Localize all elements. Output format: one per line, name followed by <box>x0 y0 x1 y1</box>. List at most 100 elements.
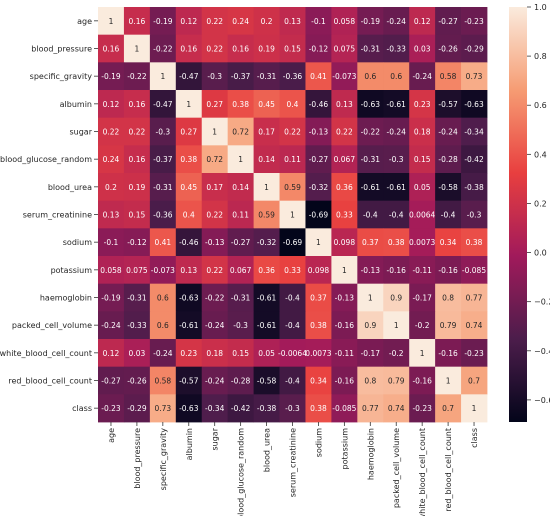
cell-value-label: -0.11 <box>412 266 432 275</box>
heatmap-cell <box>305 173 332 202</box>
heatmap-cell <box>227 173 254 202</box>
heatmap-cell <box>435 145 462 174</box>
heatmap-cell <box>435 366 462 395</box>
cell-value-label: 0.15 <box>232 349 249 358</box>
heatmap-cell <box>357 339 384 368</box>
cell-value-label: 0.79 <box>388 377 405 386</box>
cell-value-label: -0.24 <box>412 72 432 81</box>
cell-value-label: 1 <box>316 238 321 247</box>
heatmap-cell <box>227 283 254 312</box>
heatmap-cell <box>123 90 151 119</box>
heatmap-cell <box>253 256 280 285</box>
y-tick-label: white_blood_cell_count <box>0 349 92 358</box>
heatmap-cell <box>435 339 462 368</box>
cell-value-label: 0.22 <box>129 128 146 137</box>
heatmap-cell <box>253 228 280 257</box>
heatmap-cell <box>357 228 384 257</box>
cell-value-label: 0.37 <box>310 294 327 303</box>
heatmap-cell <box>383 90 410 119</box>
colorbar-gradient <box>509 7 527 422</box>
heatmap-cell <box>383 200 410 229</box>
heatmap-cell <box>331 145 358 174</box>
cell-value-label: -0.19 <box>101 294 121 303</box>
cell-value-label: -0.23 <box>464 349 484 358</box>
heatmap-cell <box>253 173 280 202</box>
cell-value-label: 0.23 <box>180 349 197 358</box>
cell-value-label: -0.38 <box>257 404 277 413</box>
heatmap-cell <box>461 228 488 257</box>
cell-value-label: 1 <box>238 155 243 164</box>
heatmap-cell <box>357 145 384 174</box>
heatmap-cell <box>253 90 280 119</box>
y-tick-label: class <box>72 404 92 413</box>
heatmap-cell <box>227 228 254 257</box>
cell-value-label: -0.63 <box>179 404 199 413</box>
heatmap-cell <box>149 90 177 119</box>
cell-value-label: -0.29 <box>127 404 147 413</box>
cell-value-label: -0.4 <box>389 211 404 220</box>
cell-value-label: -0.13 <box>309 128 329 137</box>
cell-value-label: 0.098 <box>308 266 330 275</box>
cell-value-label: 0.19 <box>129 183 146 192</box>
heatmap-cell <box>253 339 280 368</box>
cell-value-label: 0.27 <box>206 100 223 109</box>
heatmap-cell <box>149 145 177 174</box>
heatmap-cell <box>409 339 436 368</box>
x-tick-label: serum_creatinine <box>289 428 298 497</box>
cell-value-label: -0.3 <box>207 72 222 81</box>
heatmap-cell <box>331 366 358 395</box>
heatmap-cell <box>201 394 229 423</box>
cell-value-label: 0.12 <box>103 349 120 358</box>
cell-value-label: -0.19 <box>361 17 381 26</box>
cell-value-label: -0.22 <box>361 128 381 137</box>
heatmap-cell <box>435 311 462 340</box>
heatmap-cell <box>357 62 384 91</box>
cell-value-label: -0.16 <box>387 266 407 275</box>
heatmap-cell <box>305 145 332 174</box>
colorbar-tick-label: 0.4 <box>534 150 547 159</box>
cell-value-label: -0.22 <box>127 72 147 81</box>
x-tick-label: white_blood_cell_count <box>418 428 427 516</box>
heatmap-cell <box>227 200 254 229</box>
heatmap-cell <box>331 228 358 257</box>
cell-value-label: -0.12 <box>127 238 147 247</box>
cell-value-label: -0.27 <box>309 155 329 164</box>
heatmap-cell <box>383 256 410 285</box>
cell-value-label: -0.28 <box>231 377 251 386</box>
heatmap-cell <box>98 90 125 119</box>
cell-value-label: -0.46 <box>179 238 199 247</box>
cell-value-label: -0.63 <box>464 100 484 109</box>
heatmap-cell <box>357 283 384 312</box>
cell-value-label: -0.073 <box>151 266 175 275</box>
cell-value-label: 0.067 <box>334 155 356 164</box>
heatmap-cell <box>201 228 229 257</box>
heatmap-cell <box>123 117 151 146</box>
cell-value-label: -0.19 <box>153 17 173 26</box>
heatmap-cell <box>409 117 436 146</box>
cell-value-label: 0.13 <box>180 266 197 275</box>
colorbar-tick-label: 0.2 <box>534 199 547 208</box>
heatmap-cell <box>279 228 306 257</box>
heatmap-cell <box>357 117 384 146</box>
cell-value-label: 1 <box>212 128 217 137</box>
y-tick-label: sugar <box>69 128 92 137</box>
heatmap-cell <box>98 117 125 146</box>
heatmap-cell <box>461 173 488 202</box>
heatmap-cell <box>149 339 177 368</box>
y-tick-label: blood_pressure <box>31 45 92 54</box>
cell-value-label: 0.6 <box>157 294 169 303</box>
heatmap-cell <box>279 200 306 229</box>
colorbar-tick-label: −0.4 <box>534 347 550 356</box>
heatmap-cell <box>409 200 436 229</box>
cell-value-label: 0.58 <box>154 377 171 386</box>
cell-value-label: 0.0064 <box>409 211 435 220</box>
cell-value-label: 0.23 <box>414 100 431 109</box>
cell-value-label: -0.31 <box>257 72 277 81</box>
cell-value-label: -0.34 <box>464 128 484 137</box>
cell-value-label: 0.59 <box>258 211 275 220</box>
heatmap-cell <box>305 339 332 368</box>
cell-value-label: 0.2 <box>105 183 117 192</box>
heatmap-cell <box>149 394 177 423</box>
heatmap-cell <box>305 283 332 312</box>
heatmap-cell <box>201 256 229 285</box>
